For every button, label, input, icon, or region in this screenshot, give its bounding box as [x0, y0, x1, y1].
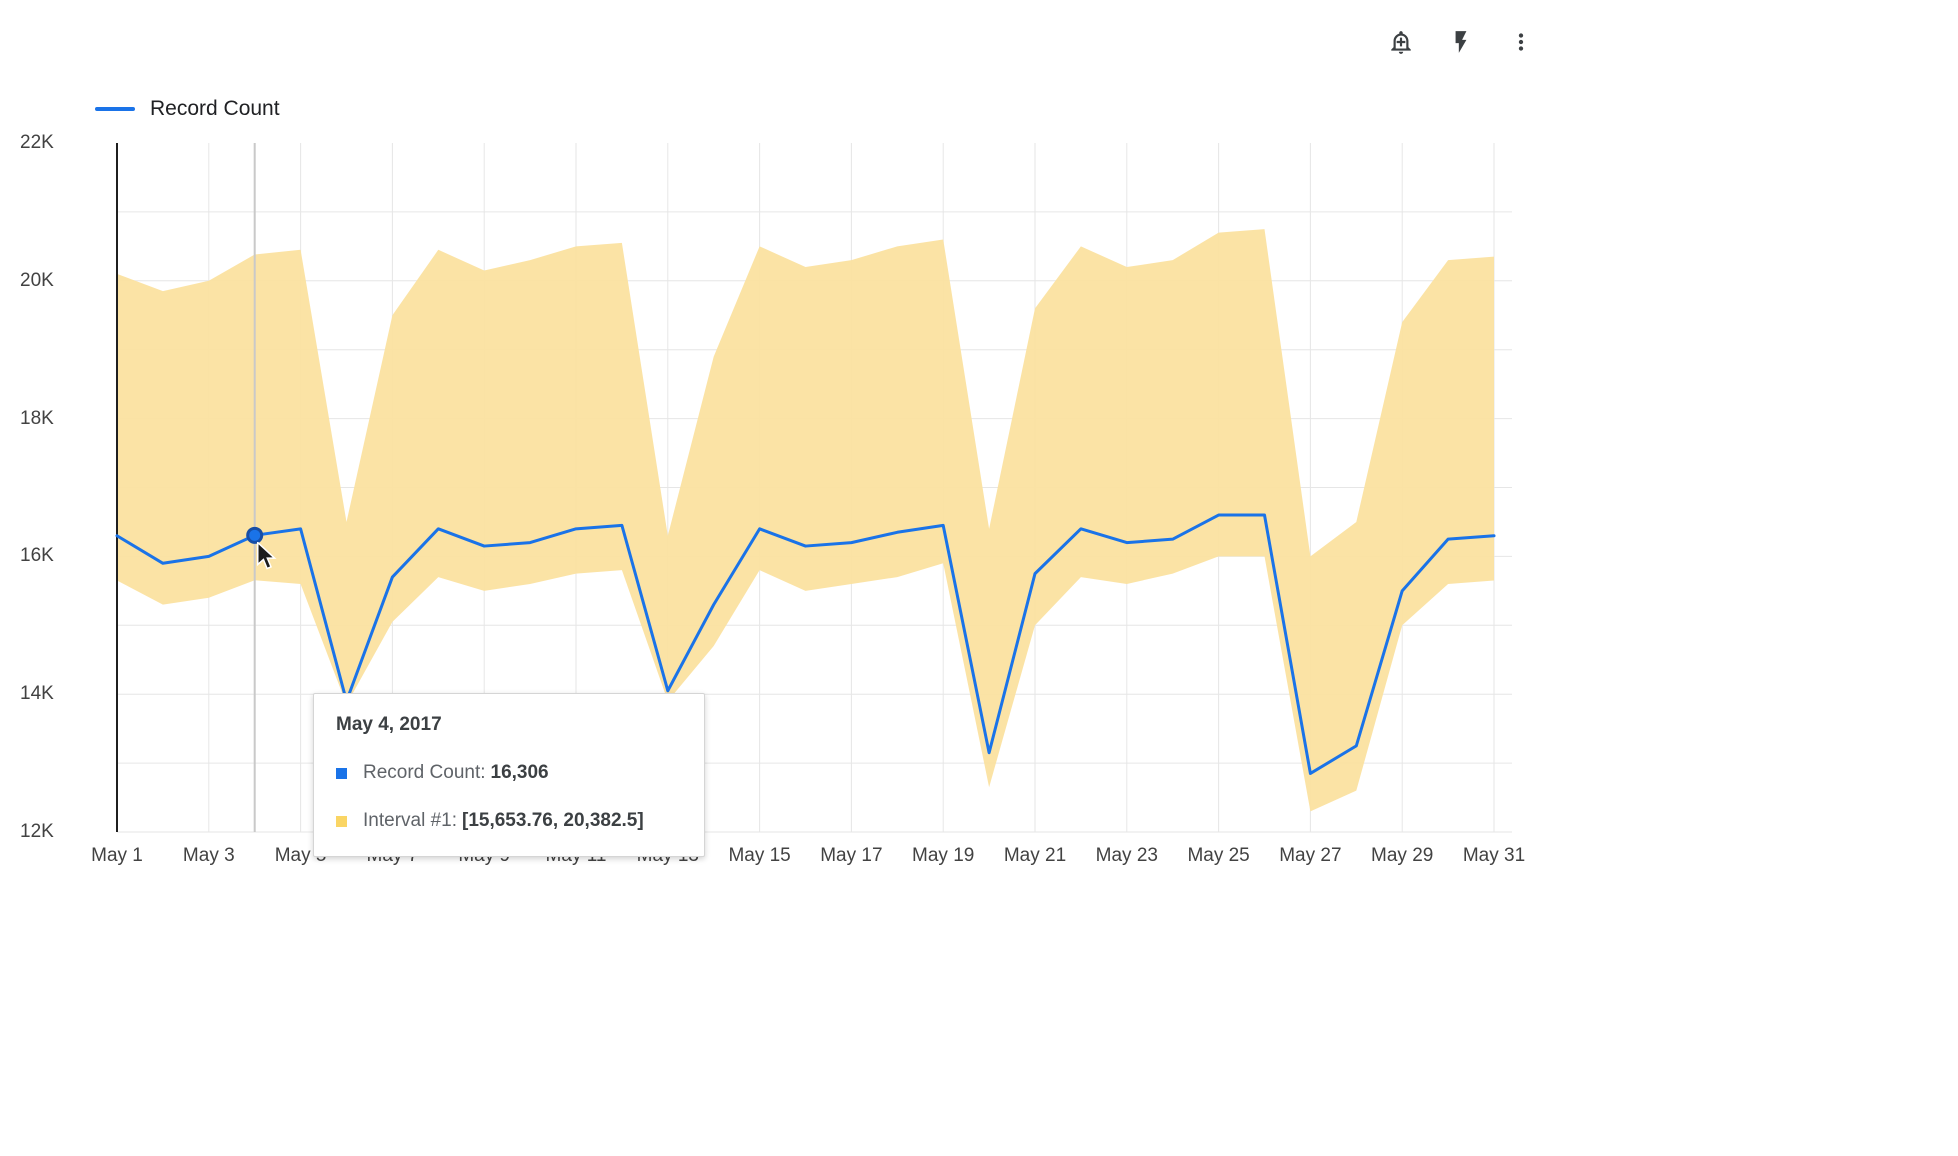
tooltip-value: [15,653.76, 20,382.5]: [462, 810, 644, 831]
lightning-icon: [1455, 31, 1467, 53]
interval-swatch: [336, 815, 347, 827]
tooltip-row-record-count: Record Count: 16,306: [336, 762, 682, 784]
tooltip-label: Interval #1:: [363, 810, 457, 831]
tooltip-row-interval: Interval #1: [15,653.76, 20,382.5]: [336, 810, 682, 832]
tooltip-value: 16,306: [490, 762, 549, 783]
kebab-menu-icon: [1518, 33, 1524, 51]
legend-item-record-count[interactable]: Record Count: [95, 97, 280, 121]
chart-tooltip: May 4, 2017 Record Count: 16,306 Interval…: [313, 693, 705, 857]
tooltip-row-text: Interval #1: [15,653.76, 20,382.5]: [363, 810, 644, 832]
legend-line-swatch: [95, 107, 135, 111]
more-options-button[interactable]: [1503, 24, 1539, 60]
legend-label: Record Count: [150, 97, 280, 120]
add-alert-icon: [1391, 31, 1411, 54]
tooltip-date: May 4, 2017: [336, 714, 442, 735]
record-count-swatch: [336, 767, 347, 779]
flash-button[interactable]: [1443, 24, 1479, 60]
tooltip-row-text: Record Count: 16,306: [363, 762, 549, 784]
chart-toolbar: [1383, 24, 1539, 60]
tooltip-label: Record Count:: [363, 762, 486, 783]
add-alert-button[interactable]: [1383, 24, 1419, 60]
